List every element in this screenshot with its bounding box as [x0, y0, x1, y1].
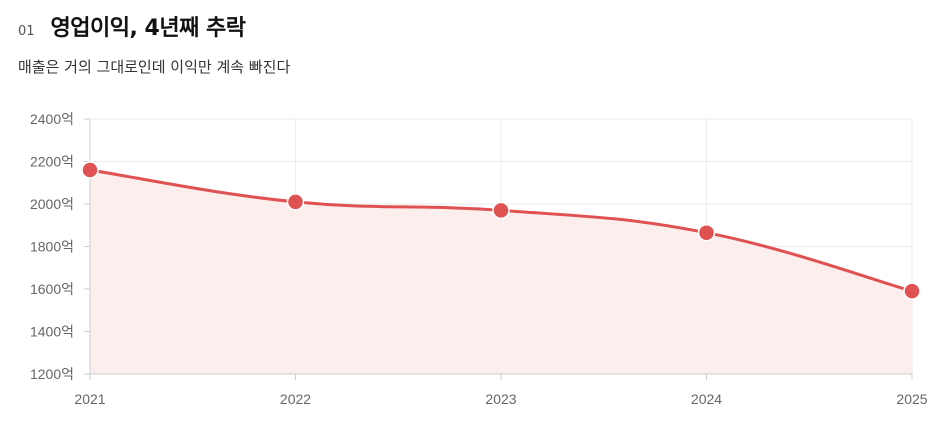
title-row: 01 영업이익, 4년째 추락 [18, 10, 290, 42]
y-tick-label: 2400억 [30, 111, 74, 127]
y-tick-label: 1200억 [30, 366, 74, 382]
y-tick-label: 1800억 [30, 239, 74, 255]
x-tick-label: 2022 [280, 391, 311, 407]
data-point [286, 193, 305, 211]
y-tick-label: 2200억 [30, 154, 74, 170]
x-tick-label: 2023 [485, 391, 516, 407]
x-tick-label: 2024 [691, 391, 722, 407]
y-tick-label: 1400억 [30, 324, 74, 340]
chart-header: 01 영업이익, 4년째 추락 매출은 거의 그대로인데 이익만 계속 빠진다 [18, 10, 290, 77]
x-tick-label: 2021 [74, 391, 105, 407]
chart-title: 영업이익, 4년째 추락 [50, 16, 246, 41]
data-point [697, 223, 716, 242]
data-point [81, 161, 99, 179]
section-number: 01 [18, 24, 35, 39]
x-tick-label: 2025 [896, 391, 927, 407]
data-point [903, 282, 921, 300]
data-point [492, 201, 510, 220]
y-tick-label: 2000억 [30, 196, 74, 212]
y-tick-label: 1600억 [30, 281, 74, 297]
area-fill [90, 170, 912, 374]
chart-subtitle: 매출은 거의 그대로인데 이익만 계속 빠진다 [18, 58, 291, 76]
